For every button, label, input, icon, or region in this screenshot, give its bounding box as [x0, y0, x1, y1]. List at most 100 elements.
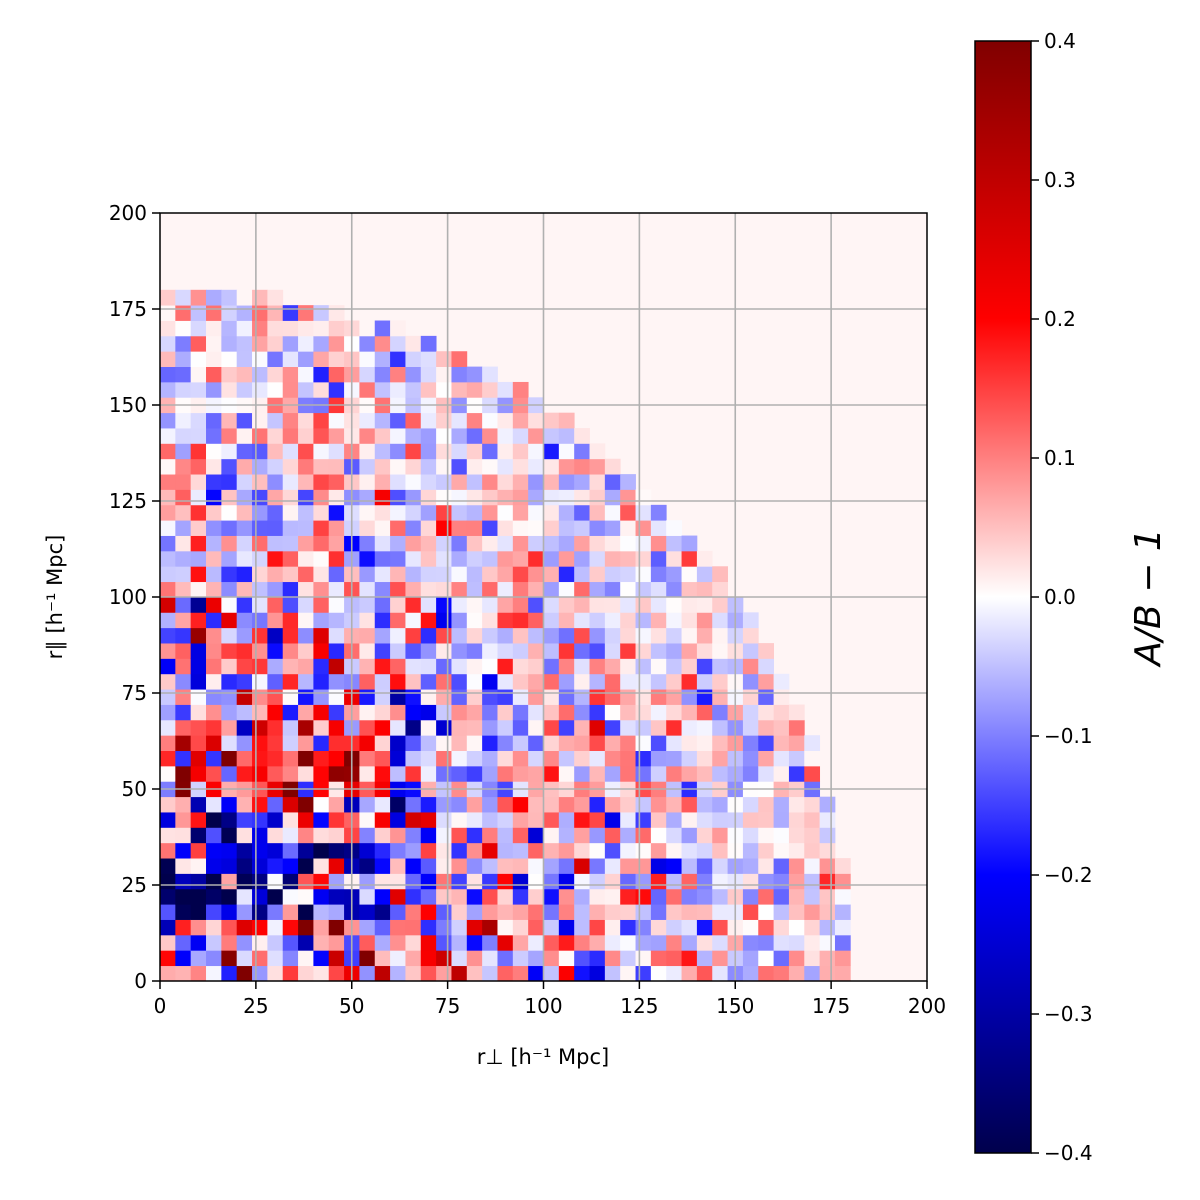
heatmap-cell	[620, 919, 636, 936]
heatmap-cell	[819, 873, 836, 890]
heatmap-cell	[497, 704, 514, 721]
heatmap-cell	[773, 796, 790, 813]
heatmap-cell	[574, 919, 590, 936]
heatmap-cell	[558, 612, 575, 629]
heatmap-cell	[788, 934, 805, 951]
heatmap-cell	[206, 535, 222, 552]
heatmap-cell	[390, 704, 406, 721]
heatmap-cell	[712, 919, 728, 936]
heatmap-cell	[650, 504, 667, 521]
heatmap-cell	[267, 381, 284, 398]
heatmap-cell	[160, 950, 176, 967]
heatmap-cell	[405, 950, 422, 967]
heatmap-cell	[236, 796, 253, 813]
heatmap-cell	[252, 428, 268, 444]
heatmap-cell	[436, 704, 452, 721]
heatmap-cell	[696, 934, 713, 951]
heatmap-cell	[512, 765, 529, 782]
heatmap-cell	[298, 351, 314, 367]
heatmap-cell	[328, 873, 345, 890]
heatmap-cell	[620, 827, 636, 844]
heatmap-cell	[420, 351, 437, 367]
heatmap-cell	[512, 474, 529, 490]
heatmap-cell	[681, 934, 698, 951]
heatmap-cell	[374, 535, 391, 552]
heatmap-cell	[696, 719, 713, 736]
heatmap-cell	[405, 704, 422, 721]
heatmap-cell	[405, 381, 422, 398]
heatmap-cell	[390, 366, 406, 383]
heatmap-cell	[512, 750, 529, 767]
heatmap-cell	[190, 842, 207, 859]
heatmap-cell	[635, 689, 652, 705]
heatmap-cell	[359, 627, 376, 644]
heatmap-cell	[420, 950, 437, 967]
heatmap-cell	[236, 827, 253, 844]
heatmap-cell	[681, 827, 698, 844]
heatmap-cell	[466, 550, 483, 567]
heatmap-cell	[374, 873, 391, 890]
heatmap-cell	[252, 351, 268, 367]
heatmap-cell	[236, 535, 253, 552]
heatmap-cell	[390, 550, 406, 567]
heatmap-cell	[328, 474, 345, 490]
heatmap-cell	[267, 366, 284, 383]
heatmap-cell	[436, 535, 452, 552]
heatmap-cell	[190, 689, 207, 705]
heatmap-cell	[252, 335, 268, 352]
heatmap-cell	[604, 934, 621, 951]
heatmap-cell	[221, 919, 238, 936]
heatmap-cell	[558, 812, 575, 828]
heatmap-cell	[313, 305, 330, 321]
heatmap-cell	[267, 320, 284, 337]
heatmap-cell	[482, 842, 498, 859]
heatmap-cell	[482, 535, 498, 552]
heatmap-cell	[190, 858, 207, 874]
x-tick-label: 125	[620, 994, 658, 1018]
heatmap-cell	[512, 489, 529, 506]
heatmap-cell	[466, 904, 483, 920]
heatmap-cell	[451, 658, 468, 675]
heatmap-cell	[528, 658, 544, 675]
heatmap-cell	[497, 550, 514, 567]
heatmap-cell	[328, 658, 345, 675]
heatmap-cell	[574, 612, 590, 629]
heatmap-cell	[374, 550, 391, 567]
heatmap-cell	[282, 873, 299, 890]
heatmap-cell	[221, 412, 238, 429]
heatmap-cell	[666, 765, 682, 782]
heatmap-cell	[543, 597, 560, 613]
heatmap-cell	[482, 643, 498, 659]
heatmap-cell	[267, 689, 284, 705]
heatmap-cell	[681, 904, 698, 920]
heatmap-cell	[374, 489, 391, 506]
heatmap-cell	[190, 904, 207, 920]
heatmap-cell	[190, 765, 207, 782]
heatmap-cell	[451, 612, 468, 629]
heatmap-cell	[405, 627, 422, 644]
heatmap-cell	[405, 643, 422, 659]
heatmap-cell	[160, 735, 176, 751]
heatmap-cell	[650, 520, 667, 536]
heatmap-cell	[374, 335, 391, 352]
heatmap-cell	[742, 719, 759, 736]
heatmap-cell	[712, 597, 728, 613]
heatmap-cell	[359, 919, 376, 936]
heatmap-cell	[650, 965, 667, 981]
heatmap-cell	[236, 597, 253, 613]
heatmap-cell	[773, 812, 790, 828]
heatmap-cell	[558, 412, 575, 429]
heatmap-cell	[160, 351, 176, 367]
heatmap-cell	[436, 842, 452, 859]
heatmap-cell	[390, 489, 406, 506]
heatmap-cell	[543, 965, 560, 981]
heatmap-cell	[175, 919, 192, 936]
heatmap-cell	[298, 320, 314, 337]
heatmap-cell	[267, 597, 284, 613]
heatmap-cell	[221, 643, 238, 659]
heatmap-cell	[252, 566, 268, 583]
heatmap-cell	[466, 689, 483, 705]
heatmap-cell	[620, 812, 636, 828]
heatmap-cell	[696, 673, 713, 690]
